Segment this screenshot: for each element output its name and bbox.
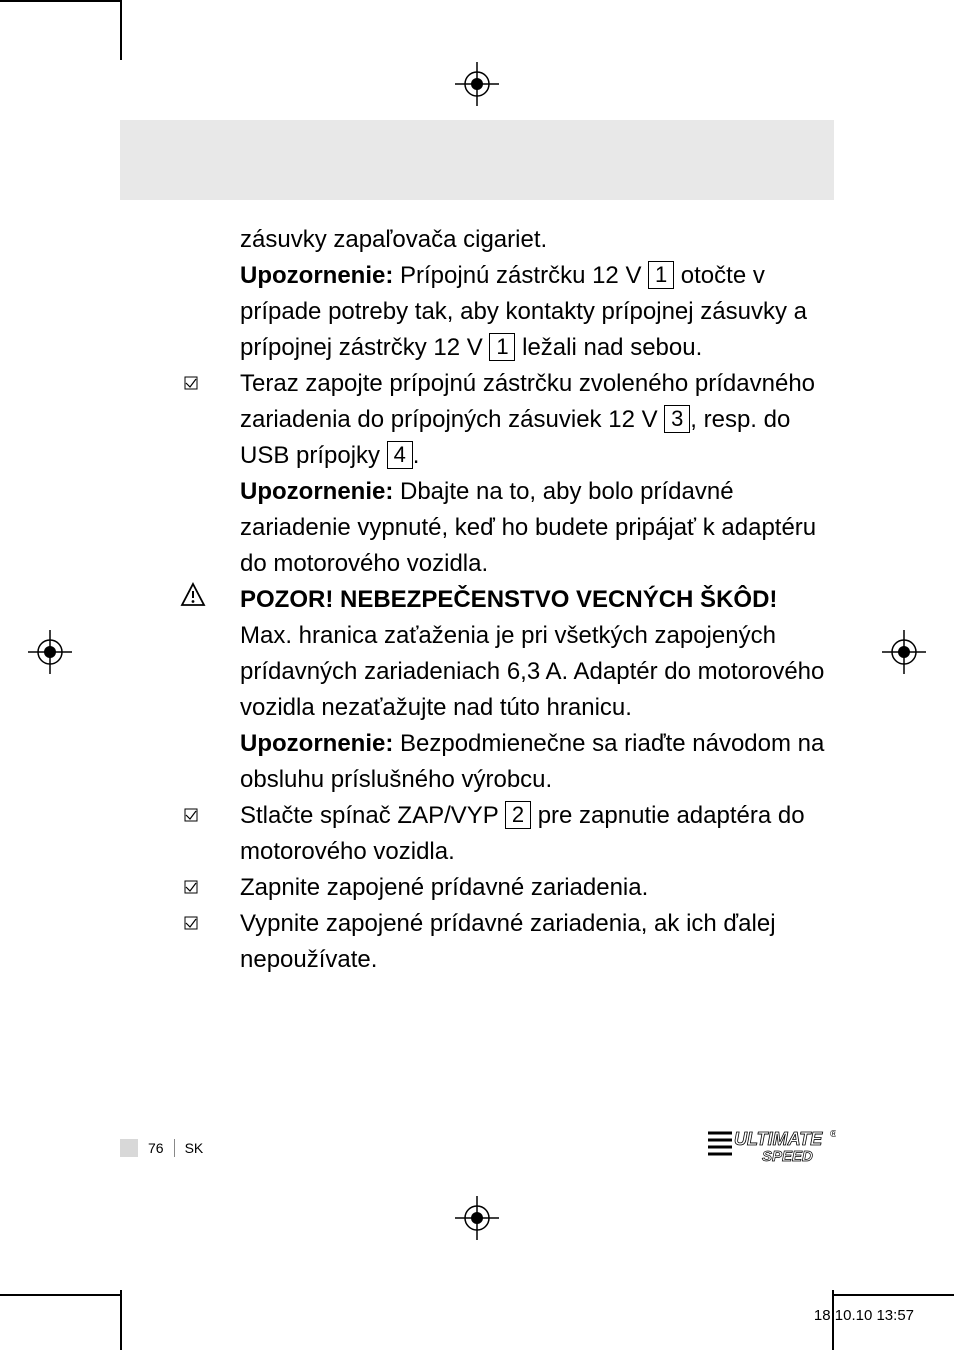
- ref-box: 1: [489, 333, 515, 361]
- bullet-icon: [180, 870, 240, 906]
- page-indicator: 76 SK: [120, 1139, 203, 1157]
- bullet-icon: [180, 798, 240, 834]
- text: Prípojnú zástrčku 12 V: [393, 262, 648, 289]
- crop-mark: [834, 1294, 954, 1296]
- ref-box: 3: [664, 405, 690, 433]
- list-item: Teraz zapojte prípojnú zástrčku zvolenéh…: [240, 366, 834, 582]
- text: Stlačte spínač ZAP/VYP: [240, 802, 505, 829]
- list-item: Stlačte spínač ZAP/VYP 2 pre zapnutie ad…: [240, 798, 834, 870]
- text: ležali nad sebou.: [515, 334, 702, 361]
- warning-title: POZOR! NEBEZPEČENSTVO VECNÝCH ŠKÔD!: [240, 586, 777, 613]
- header-bar: [120, 120, 834, 200]
- ref-box: 4: [387, 441, 413, 469]
- note-label: Upozornenie:: [240, 730, 393, 757]
- registration-mark-icon: [455, 1196, 499, 1240]
- svg-text:SPEED: SPEED: [762, 1148, 813, 1165]
- registration-mark-icon: [455, 62, 499, 106]
- text: .: [413, 442, 420, 469]
- crop-mark: [0, 0, 120, 2]
- text: Max. hranica zaťaženia je pri všetkých z…: [240, 622, 824, 721]
- crop-mark: [120, 0, 122, 60]
- body-text: zásuvky zapaľovača cigariet. Upozornenie…: [180, 222, 834, 978]
- crop-mark: [0, 1294, 120, 1296]
- brand-logo: ULTIMATE SPEED ®: [706, 1125, 836, 1170]
- ref-box: 1: [648, 261, 674, 289]
- list-item: Zapnite zapojené prídavné zariadenia.: [240, 870, 834, 906]
- page-square-icon: [120, 1139, 138, 1157]
- text: zásuvky zapaľovača cigariet.: [240, 226, 547, 253]
- svg-text:®: ®: [830, 1129, 836, 1140]
- crop-mark: [120, 1290, 122, 1350]
- footer: 76 SK ULTIMATE SPEED ®: [120, 1125, 836, 1170]
- svg-text:ULTIMATE: ULTIMATE: [734, 1129, 823, 1149]
- registration-mark-icon: [882, 630, 926, 674]
- text: Zapnite zapojené prídavné zariadenia.: [240, 874, 648, 901]
- page-number: 76: [148, 1140, 164, 1156]
- note-label: Upozornenie:: [240, 262, 393, 289]
- text: Vypnite zapojené prídavné zariadenia, ak…: [240, 910, 776, 973]
- print-timestamp: 18.10.10 13:57: [814, 1307, 914, 1324]
- paragraph: zásuvky zapaľovača cigariet. Upozornenie…: [240, 222, 834, 366]
- bullet-icon: [180, 366, 240, 402]
- warning-paragraph: POZOR! NEBEZPEČENSTVO VECNÝCH ŠKÔD! Max.…: [240, 582, 834, 798]
- note-label: Upozornenie:: [240, 478, 393, 505]
- divider: [174, 1139, 175, 1157]
- registration-mark-icon: [28, 630, 72, 674]
- page-lang: SK: [185, 1140, 204, 1156]
- list-item: Vypnite zapojené prídavné zariadenia, ak…: [240, 906, 834, 978]
- ref-box: 2: [505, 801, 531, 829]
- warning-icon: [180, 582, 240, 622]
- bullet-icon: [180, 906, 240, 942]
